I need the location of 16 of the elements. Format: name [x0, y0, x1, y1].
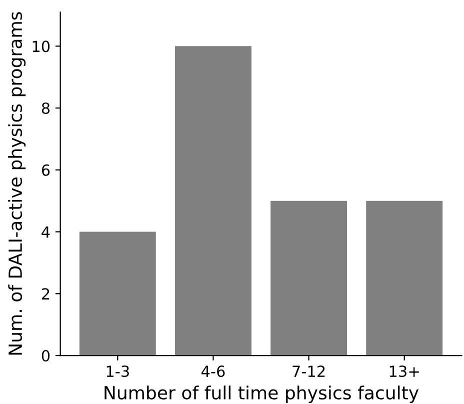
x-axis-title: Number of full time physics faculty — [104, 386, 419, 404]
y-tick-label: 8 — [42, 102, 50, 114]
y-tick-label: 4 — [42, 226, 50, 238]
bar — [79, 232, 156, 356]
x-tick-label: 1-3 — [106, 366, 129, 378]
y-tick-label: 10 — [32, 40, 50, 52]
x-tick-label: 7-12 — [292, 366, 325, 377]
x-tick-label: 4-6 — [201, 366, 225, 378]
y-tick-label: 2 — [42, 288, 50, 300]
x-tick-label: 13+ — [390, 366, 419, 378]
bar — [174, 46, 252, 356]
y-tick-label: 0 — [42, 350, 50, 362]
y-axis-title: Num. of DALI-active physics programs — [8, 12, 26, 355]
y-tick-label: 6 — [42, 164, 50, 176]
bar — [366, 200, 443, 356]
bar — [270, 200, 348, 356]
